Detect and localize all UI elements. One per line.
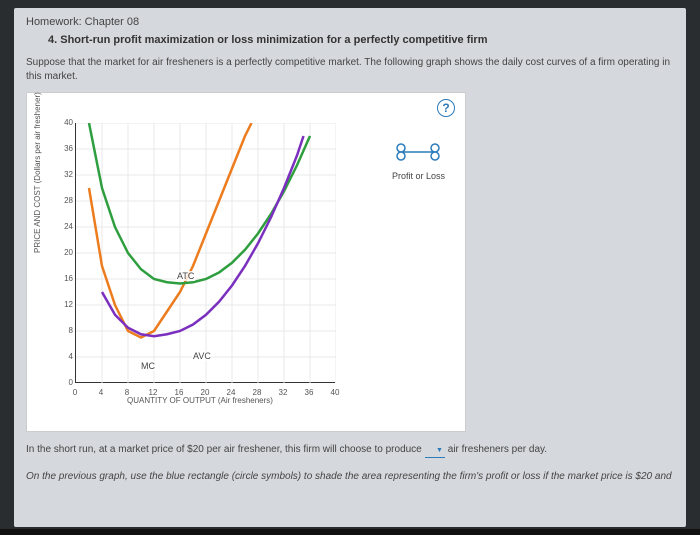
mc-label: MC: [140, 361, 156, 371]
y-tick: 8: [57, 326, 73, 335]
taskbar: [0, 529, 700, 535]
quantity-dropdown[interactable]: [425, 443, 445, 458]
question-title: 4. Short-run profit maximization or loss…: [48, 34, 674, 46]
profit-loss-tool-icon[interactable]: [392, 143, 445, 163]
y-tick: 20: [57, 248, 73, 257]
y-tick: 0: [57, 378, 73, 387]
legend-label: Profit or Loss: [392, 171, 445, 181]
question-heading: Short-run profit maximization or loss mi…: [60, 34, 487, 46]
y-tick: 24: [57, 222, 73, 231]
y-tick: 36: [57, 144, 73, 153]
y-tick: 28: [57, 196, 73, 205]
hint-text: On the previous graph, use the blue rect…: [26, 470, 674, 484]
y-tick: 4: [57, 352, 73, 361]
help-icon[interactable]: ?: [437, 99, 455, 117]
atc-label: ATC: [176, 271, 195, 281]
y-tick: 12: [57, 300, 73, 309]
question-number: 4.: [48, 34, 57, 46]
fill-post: air fresheners per day.: [448, 444, 547, 455]
intro-text: Suppose that the market for air freshene…: [26, 56, 674, 84]
legend[interactable]: Profit or Loss: [392, 143, 445, 181]
avc-label: AVC: [192, 351, 212, 361]
graph-panel: ? MC ATC AVC 0481216202428323640 0481216…: [26, 92, 466, 432]
x-tick: 32: [275, 388, 291, 397]
chart-area[interactable]: MC ATC AVC: [75, 123, 335, 383]
x-axis-label: QUANTITY OF OUTPUT (Air fresheners): [127, 396, 273, 405]
y-tick: 16: [57, 274, 73, 283]
fill-in-sentence: In the short run, at a market price of $…: [26, 442, 674, 458]
x-tick: 40: [327, 388, 343, 397]
fill-pre: In the short run, at a market price of $…: [26, 444, 422, 455]
y-tick: 32: [57, 170, 73, 179]
homework-title: Homework: Chapter 08: [26, 16, 674, 28]
x-tick: 36: [301, 388, 317, 397]
x-tick: 0: [67, 388, 83, 397]
y-axis-label: PRICE AND COST (Dollars per air freshene…: [33, 92, 42, 253]
y-tick: 40: [57, 118, 73, 127]
x-tick: 4: [93, 388, 109, 397]
